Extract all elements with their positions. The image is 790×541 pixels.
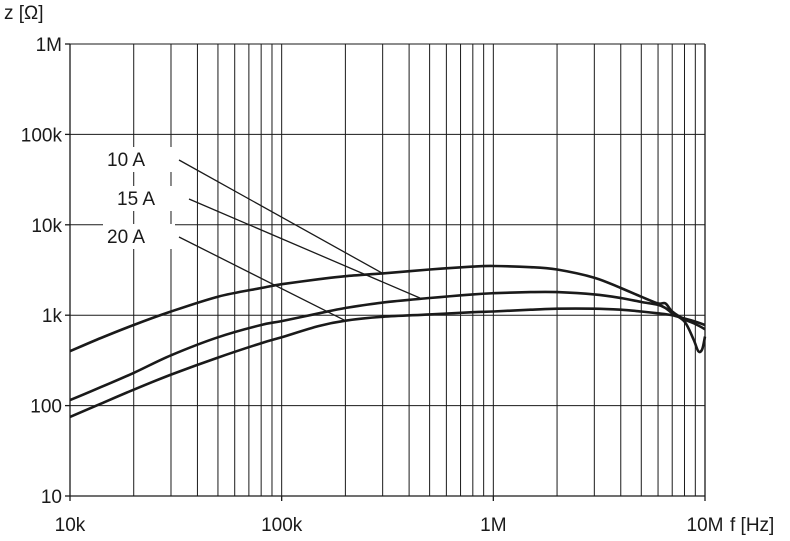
x-tick-label: 10k	[55, 515, 86, 536]
plot-frame	[65, 43, 706, 501]
tick-labels: 10 100 1k 10k 100k 1M 10k 100k 1M 10M	[21, 35, 724, 536]
series-line-15a	[69, 290, 707, 402]
y-tick-label: 100k	[21, 125, 63, 146]
legend-label-background	[113, 186, 185, 211]
y-tick-label: 1k	[42, 306, 63, 327]
y-tick-label: 100	[30, 397, 62, 418]
series-line-20a	[69, 307, 706, 419]
x-tick-label: 10M	[687, 515, 724, 536]
legend-label-15a: 15 A	[117, 189, 155, 210]
legend-label-background	[103, 224, 175, 249]
legend: 10 A 15 A 20 A	[103, 147, 421, 322]
grid-lines	[69, 43, 705, 497]
y-tick-label: 10k	[31, 216, 62, 237]
series-line-10a	[69, 264, 706, 353]
legend-leader-line	[178, 236, 346, 322]
legend-label-20a: 20 A	[107, 227, 145, 248]
series-lines	[69, 264, 707, 419]
legend-label-10a: 10 A	[107, 150, 145, 171]
y-tick-label: 1M	[36, 35, 62, 56]
x-tick-label: 1M	[480, 515, 506, 536]
x-tick-label: 100k	[261, 515, 303, 536]
legend-leader-line	[188, 198, 421, 299]
legend-leader-line	[178, 159, 383, 274]
y-axis-label: z [Ω]	[4, 3, 44, 24]
legend-label-background	[103, 147, 175, 172]
x-axis-label: f [Hz]	[730, 515, 774, 536]
y-tick-label: 10	[41, 487, 62, 508]
